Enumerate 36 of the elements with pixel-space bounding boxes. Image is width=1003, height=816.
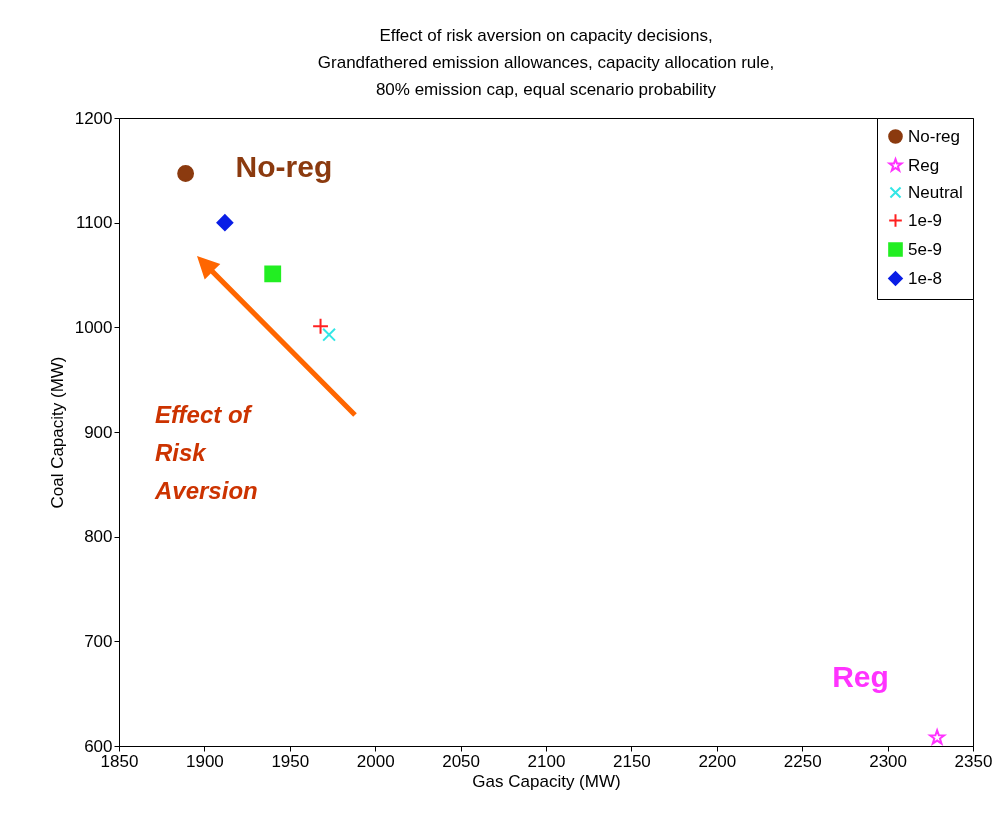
annotation: Effect of Risk Aversion <box>154 401 258 504</box>
text: Grandfathered emission allowances, capacity allocation rule, <box>317 53 775 72</box>
point <box>264 265 282 283</box>
x-tick-label: 2000 <box>356 751 395 771</box>
x-tick-label: 2150 <box>612 751 651 771</box>
legend-label: No-reg <box>908 126 960 146</box>
x-axis-title: Gas Capacity (MW) <box>472 771 621 791</box>
legend-label: Neutral <box>908 182 963 202</box>
legend-label: 1e-8 <box>908 268 943 288</box>
y-tick-label: 1100 <box>75 213 113 233</box>
point <box>312 317 329 335</box>
annotation: No-reg <box>235 150 333 184</box>
point <box>216 214 234 232</box>
y-tick-label: 800 <box>84 527 113 547</box>
point <box>929 729 946 745</box>
x-tick-label: 2200 <box>698 751 737 771</box>
legend-label: Reg <box>908 155 940 175</box>
x-tick-label: 2250 <box>783 751 822 771</box>
point <box>322 327 337 342</box>
x-tick-label: 2050 <box>442 751 481 771</box>
x-tick-label: 1900 <box>185 751 224 771</box>
x-tick-label: 2300 <box>869 751 908 771</box>
text: Effect of risk aversion on capacity decisions, <box>379 26 713 45</box>
legend-label: 1e-9 <box>908 210 943 230</box>
y-tick-label: 1000 <box>74 317 113 337</box>
y-axis-title: Coal Capacity (MW) <box>47 356 67 509</box>
x-tick-label: 1950 <box>271 751 310 771</box>
x-tick-label: 2350 <box>954 751 993 771</box>
point <box>177 165 195 182</box>
x-tick-label: 2100 <box>527 751 566 771</box>
annotation: Reg <box>832 659 889 693</box>
text: 80% emission cap, equal scenario probability <box>375 80 717 99</box>
y-tick-label: 900 <box>84 422 113 442</box>
y-tick-label: 700 <box>84 631 113 651</box>
legend-label: 5e-9 <box>908 239 943 259</box>
y-tick-label: 1200 <box>74 108 113 128</box>
